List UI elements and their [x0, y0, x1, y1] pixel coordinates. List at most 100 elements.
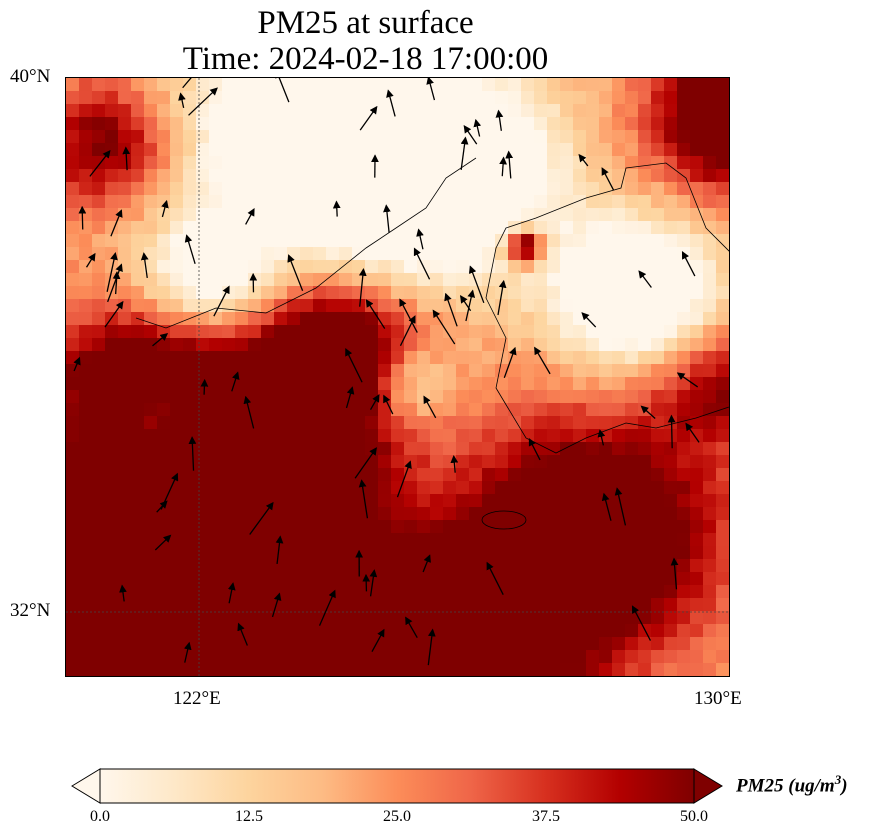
pm25-cell	[92, 377, 106, 391]
pm25-cell	[391, 143, 405, 157]
pm25-cell	[300, 624, 314, 638]
pm25-cell	[79, 91, 93, 105]
pm25-cell	[352, 286, 366, 300]
pm25-cell	[391, 325, 405, 339]
pm25-cell	[209, 663, 223, 676]
pm25-cell	[586, 130, 600, 144]
pm25-cell	[508, 533, 522, 547]
pm25-cell	[495, 494, 509, 508]
pm25-cell	[404, 299, 418, 313]
pm25-cell	[534, 208, 548, 222]
wind-arrow	[73, 356, 81, 372]
pm25-cell	[313, 286, 327, 300]
pm25-cell	[274, 390, 288, 404]
pm25-cell	[105, 117, 119, 131]
pm25-cell	[287, 481, 301, 495]
pm25-cell	[703, 195, 717, 209]
pm25-cell	[248, 650, 262, 664]
pm25-cell	[365, 104, 379, 118]
pm25-cell	[170, 390, 184, 404]
pm25-cell	[703, 208, 717, 222]
pm25-cell	[443, 520, 457, 534]
pm25-cell	[495, 104, 509, 118]
pm25-cell	[209, 442, 223, 456]
pm25-cell	[625, 104, 639, 118]
pm25-cell	[170, 273, 184, 287]
pm25-cell	[586, 234, 600, 248]
pm25-cell	[677, 364, 691, 378]
pm25-cell	[378, 403, 392, 417]
pm25-cell	[534, 390, 548, 404]
pm25-cell	[495, 78, 509, 92]
pm25-cell	[79, 624, 93, 638]
pm25-cell	[300, 156, 314, 170]
pm25-cell	[508, 598, 522, 612]
pm25-cell	[365, 208, 379, 222]
pm25-cell	[183, 572, 197, 586]
pm25-cell	[690, 273, 704, 287]
pm25-cell	[157, 494, 171, 508]
pm25-cell	[677, 312, 691, 326]
pm25-cell	[339, 195, 353, 209]
pm25-cell	[469, 585, 483, 599]
pm25-cell	[651, 520, 665, 534]
pm25-cell	[482, 377, 496, 391]
pm25-cell	[664, 104, 678, 118]
pm25-cell	[378, 416, 392, 430]
pm25-cell	[729, 273, 730, 287]
pm25-cell	[430, 585, 444, 599]
pm25-cell	[274, 351, 288, 365]
pm25-cell	[404, 286, 418, 300]
pm25-cell	[222, 234, 236, 248]
pm25-cell	[274, 208, 288, 222]
pm25-cell	[508, 429, 522, 443]
pm25-cell	[690, 156, 704, 170]
pm25-cell	[274, 91, 288, 105]
pm25-cell	[183, 377, 197, 391]
pm25-cell	[235, 221, 249, 235]
pm25-cell	[235, 442, 249, 456]
pm25-cell	[105, 325, 119, 339]
pm25-cell	[677, 390, 691, 404]
pm25-cell	[300, 78, 314, 92]
pm25-cell	[144, 377, 158, 391]
pm25-cell	[469, 208, 483, 222]
pm25-cell	[469, 221, 483, 235]
pm25-cell	[66, 559, 80, 573]
pm25-cell	[196, 78, 210, 92]
pm25-cell	[534, 156, 548, 170]
pm25-cell	[456, 533, 470, 547]
pm25-cell	[248, 364, 262, 378]
pm25-cell	[495, 403, 509, 417]
pm25-cell	[417, 429, 431, 443]
pm25-cell	[170, 299, 184, 313]
pm25-cell	[547, 260, 561, 274]
pm25-cell	[573, 221, 587, 235]
pm25-cell	[196, 130, 210, 144]
pm25-cell	[404, 143, 418, 157]
pm25-cell	[534, 507, 548, 521]
pm25-cell	[456, 507, 470, 521]
pm25-cell	[703, 325, 717, 339]
pm25-cell	[404, 481, 418, 495]
pm25-cell	[417, 468, 431, 482]
pm25-cell	[560, 429, 574, 443]
pm25-cell	[625, 247, 639, 261]
pm25-cell	[157, 221, 171, 235]
pm25-cell	[703, 104, 717, 118]
pm25-cell	[378, 455, 392, 469]
pm25-cell	[547, 325, 561, 339]
pm25-cell	[196, 182, 210, 196]
pm25-cell	[170, 364, 184, 378]
wind-arrow	[122, 146, 131, 171]
pm25-cell	[313, 130, 327, 144]
pm25-cell	[495, 676, 509, 677]
pm25-cell	[664, 455, 678, 469]
wind-arrow	[667, 414, 676, 449]
pm25-cell	[417, 273, 431, 287]
pm25-cell	[482, 429, 496, 443]
pm25-cell	[664, 559, 678, 573]
pm25-cell	[131, 91, 145, 105]
pm25-cell	[690, 585, 704, 599]
pm25-cell	[573, 585, 587, 599]
